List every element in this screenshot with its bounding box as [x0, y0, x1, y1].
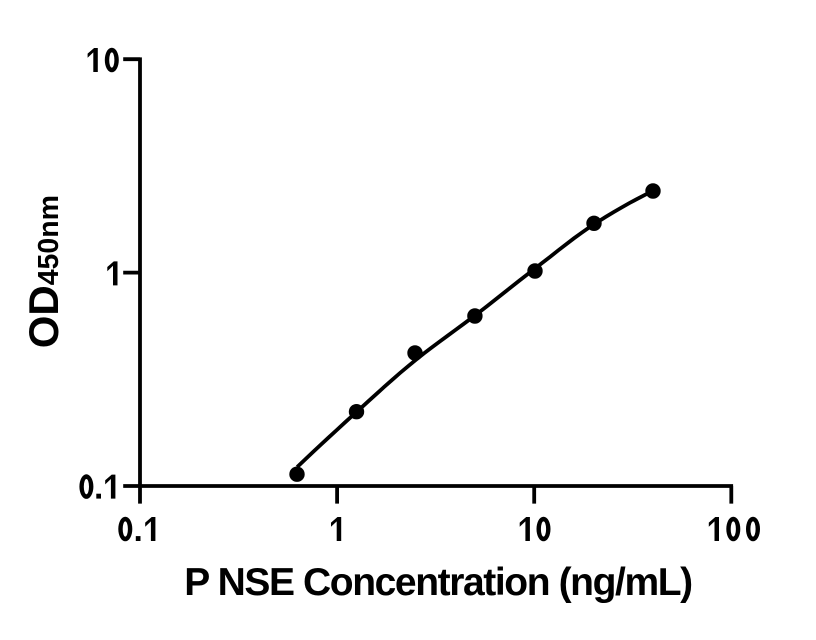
svg-text:P NSE Concentration (ng/mL): P NSE Concentration (ng/mL) — [184, 561, 692, 604]
